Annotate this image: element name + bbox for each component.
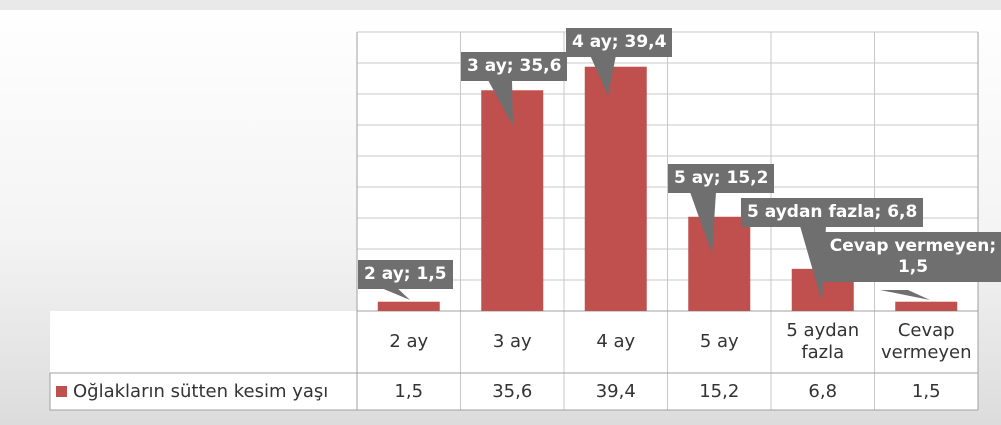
table-category-6: Cevap vermeyen xyxy=(880,320,972,363)
table-category-3: 4 ay xyxy=(596,331,636,352)
data-table-legend: Oğlakların sütten kesim yaşı xyxy=(56,373,328,410)
table-value-1: 1,5 xyxy=(394,380,424,402)
legend-series-name: Oğlakların sütten kesim yaşı xyxy=(73,381,329,402)
data-label-1: 2 ay; 1,5 xyxy=(358,260,453,289)
table-value-5: 6,8 xyxy=(808,380,838,402)
table-value-3: 39,4 xyxy=(595,380,636,402)
bar-2 xyxy=(481,90,544,311)
callout-pointer-4 xyxy=(690,192,716,254)
callout-pointer-2 xyxy=(488,80,513,126)
table-category-5: 5 aydan fazla xyxy=(786,320,860,363)
data-label-2: 3 ay; 35,6 xyxy=(461,52,568,81)
legend-swatch xyxy=(56,386,67,397)
data-label-5: 5 aydan fazla; 6,8 xyxy=(741,198,924,227)
bar-3 xyxy=(584,66,647,311)
bar-1 xyxy=(377,301,440,311)
data-label-3: 4 ay; 39,4 xyxy=(566,28,673,57)
table-category-1: 2 ay xyxy=(389,331,429,352)
table-value-6: 1,5 xyxy=(911,380,941,402)
data-label-4: 5 ay; 15,2 xyxy=(668,164,775,193)
table-value-2: 35,6 xyxy=(492,380,533,402)
callout-pointer-3 xyxy=(590,55,616,96)
callout-pointer-6 xyxy=(880,290,930,300)
data-label-6: Cevap vermeyen; 1,5 xyxy=(817,232,1001,282)
table-category-4: 5 ay xyxy=(699,331,739,352)
table-value-4: 15,2 xyxy=(699,380,740,402)
table-category-2: 3 ay xyxy=(492,331,532,352)
bar-4 xyxy=(688,216,751,311)
bar-6 xyxy=(895,301,958,311)
